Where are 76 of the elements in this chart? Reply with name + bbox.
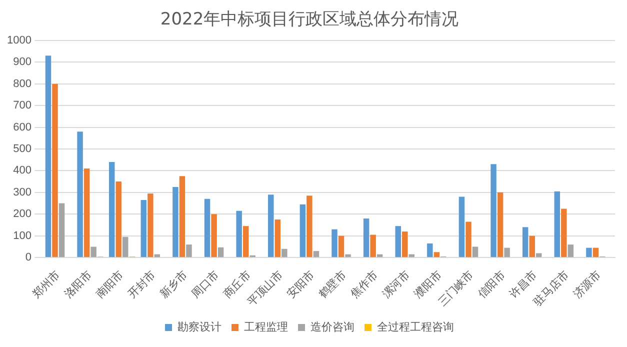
- x-tick-label: 周口市: [189, 268, 222, 301]
- bar: [536, 253, 542, 258]
- bar: [466, 222, 472, 258]
- bar: [561, 208, 567, 258]
- bar: [592, 248, 599, 258]
- bar: [370, 234, 376, 258]
- bar: [52, 84, 58, 258]
- bar: [77, 132, 83, 258]
- bar: [402, 231, 408, 258]
- bar: [300, 204, 306, 258]
- bar: [395, 226, 401, 258]
- x-tick-label: 信阳市: [475, 268, 508, 301]
- bar: [490, 164, 496, 258]
- chart-title: 2022年中标项目行政区域总体分布情况: [160, 10, 459, 30]
- x-tick-label: 安阳市: [284, 268, 317, 301]
- x-tick-label: 济源市: [570, 268, 604, 301]
- x-tick-label: 洛阳市: [62, 268, 94, 301]
- bar: [236, 210, 242, 258]
- y-tick-label: 400: [13, 164, 32, 177]
- y-tick-label: 800: [13, 78, 32, 90]
- y-tick-label: 100: [13, 230, 32, 242]
- y-tick-label: 1000: [6, 34, 32, 46]
- x-tick-label: 鹤壁市: [316, 268, 349, 301]
- bar: [140, 200, 147, 258]
- y-tick-label: 200: [13, 208, 32, 220]
- bar: [504, 248, 510, 258]
- x-tick-label: 漯河市: [380, 268, 412, 301]
- bar: [434, 252, 440, 258]
- bar: [108, 162, 115, 258]
- x-tick-label: 郑州市: [30, 268, 63, 301]
- bar: [186, 244, 192, 258]
- bar: [218, 247, 224, 258]
- bar: [148, 193, 154, 258]
- bar: [122, 236, 128, 258]
- y-tick-label: 500: [13, 143, 32, 156]
- x-tick-label: 新乡市: [157, 268, 190, 301]
- bar: [268, 194, 274, 258]
- bar: [313, 251, 320, 258]
- bar: [116, 182, 122, 258]
- bar: [211, 214, 217, 258]
- bar: [568, 244, 574, 258]
- legend-label: 工程监理: [244, 322, 288, 334]
- bar: [306, 196, 312, 258]
- bar: [242, 226, 249, 258]
- bar: [45, 56, 52, 258]
- y-tick-label: 900: [13, 56, 32, 68]
- bar: [363, 218, 370, 258]
- legend-label: 全过程工程咨询: [377, 320, 454, 334]
- x-tick-label: 焦作市: [348, 268, 381, 301]
- bar: [58, 203, 65, 258]
- x-tick-label: 开封市: [125, 268, 158, 301]
- bar: [282, 248, 288, 258]
- bar: [472, 246, 478, 258]
- bar: [345, 254, 351, 258]
- y-tick-label: 700: [13, 100, 32, 112]
- bar: [458, 196, 465, 258]
- y-tick-label: 300: [13, 186, 32, 198]
- y-tick-label: 600: [13, 121, 32, 134]
- bar: [522, 227, 528, 258]
- bar: [427, 243, 433, 258]
- y-tick-label: 0: [25, 252, 32, 264]
- bar: [338, 236, 344, 258]
- bar: [497, 192, 504, 258]
- bar: [172, 186, 178, 258]
- bar: [274, 220, 281, 258]
- bar: [554, 191, 560, 258]
- bar: [84, 168, 90, 258]
- bar: [332, 229, 338, 258]
- legend-label: 造价咨询: [310, 320, 354, 334]
- bar: [586, 248, 592, 258]
- bar: [90, 246, 96, 258]
- legend-label: 勘察设计: [178, 320, 222, 334]
- bar: [179, 176, 186, 258]
- x-tick-label: 南阳市: [94, 268, 126, 301]
- bar: [204, 198, 210, 258]
- bar: [529, 236, 535, 258]
